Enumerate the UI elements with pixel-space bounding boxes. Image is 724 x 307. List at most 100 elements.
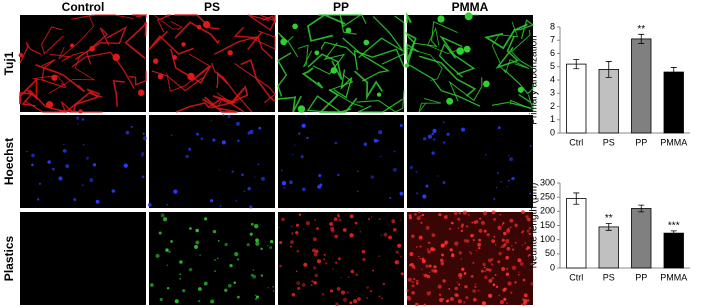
particle (291, 292, 296, 297)
particle (486, 233, 490, 237)
particle (357, 170, 359, 173)
particle (312, 237, 317, 242)
particle (419, 245, 422, 248)
particle (297, 286, 301, 290)
particle (506, 228, 511, 233)
particle (416, 282, 419, 285)
particle (198, 287, 202, 291)
particle (142, 136, 147, 141)
particle (188, 147, 192, 151)
particle (349, 233, 354, 238)
neurite (174, 21, 220, 45)
particle (81, 118, 85, 121)
particle (475, 249, 477, 251)
particle (170, 134, 173, 137)
x-tick-label: PMMA (660, 272, 687, 282)
neurite (405, 31, 417, 67)
particle (507, 281, 512, 286)
row-label: Hoechst (2, 138, 16, 185)
particle (421, 259, 426, 264)
particle (173, 189, 178, 194)
neurite (418, 55, 477, 97)
particle (411, 284, 415, 288)
neurite (251, 30, 276, 50)
neurite (32, 75, 67, 87)
particle (419, 258, 421, 260)
micrograph (20, 212, 146, 305)
neurite (297, 44, 313, 68)
y-tick-label: 250 (540, 192, 555, 202)
particle (433, 269, 437, 273)
particle (411, 291, 415, 295)
particle (525, 247, 529, 251)
particle (250, 222, 254, 226)
particle (502, 222, 505, 225)
particle (279, 264, 282, 268)
micrograph (278, 115, 404, 208)
particle (530, 262, 534, 266)
y-tick-label: 300 (540, 177, 555, 187)
neurite (353, 48, 405, 71)
neurite (214, 31, 263, 55)
particle (166, 287, 170, 290)
particle (467, 213, 470, 216)
particle (155, 253, 160, 259)
particle (354, 221, 358, 225)
y-tick-label: 6 (550, 48, 555, 58)
particle (335, 302, 339, 307)
micrograph (406, 210, 534, 307)
particle (411, 281, 414, 284)
particle (456, 293, 459, 297)
particle (446, 132, 450, 136)
neurite (128, 70, 147, 86)
particle (289, 180, 293, 185)
neurite (41, 58, 66, 89)
particle (483, 229, 487, 233)
particle (162, 217, 168, 222)
particle (469, 252, 473, 255)
particle (463, 301, 466, 304)
particle (188, 267, 193, 272)
bar (598, 226, 619, 269)
particle (290, 225, 293, 228)
particle (465, 225, 469, 228)
particle (397, 243, 402, 248)
particle (220, 205, 222, 207)
neurite (277, 52, 292, 97)
particle (472, 261, 475, 264)
particle (506, 246, 511, 251)
neurite (381, 15, 405, 65)
particle (496, 285, 499, 288)
particle (424, 273, 428, 278)
particle (378, 295, 381, 298)
particle (258, 126, 262, 130)
particle (350, 269, 355, 274)
soma (112, 53, 120, 62)
particle (454, 241, 459, 246)
particle (430, 247, 435, 252)
particle (422, 274, 425, 276)
particle (528, 232, 532, 235)
particle (257, 163, 260, 166)
particle (522, 278, 526, 282)
particle (337, 215, 340, 218)
particle (347, 291, 350, 294)
particle (315, 249, 319, 253)
particle (314, 273, 319, 278)
soma (376, 92, 382, 97)
particle (189, 227, 192, 230)
neurite (112, 80, 125, 107)
particle (269, 246, 273, 250)
neurite (35, 64, 85, 93)
particle (485, 153, 487, 156)
particle (426, 291, 431, 296)
particle (224, 242, 228, 247)
particle (246, 243, 250, 247)
particle (478, 217, 482, 220)
particle (497, 225, 502, 230)
y-tick-label: 7 (550, 35, 555, 45)
particle (166, 264, 168, 266)
particle (247, 186, 251, 191)
particle (342, 228, 347, 232)
particle (357, 297, 361, 301)
